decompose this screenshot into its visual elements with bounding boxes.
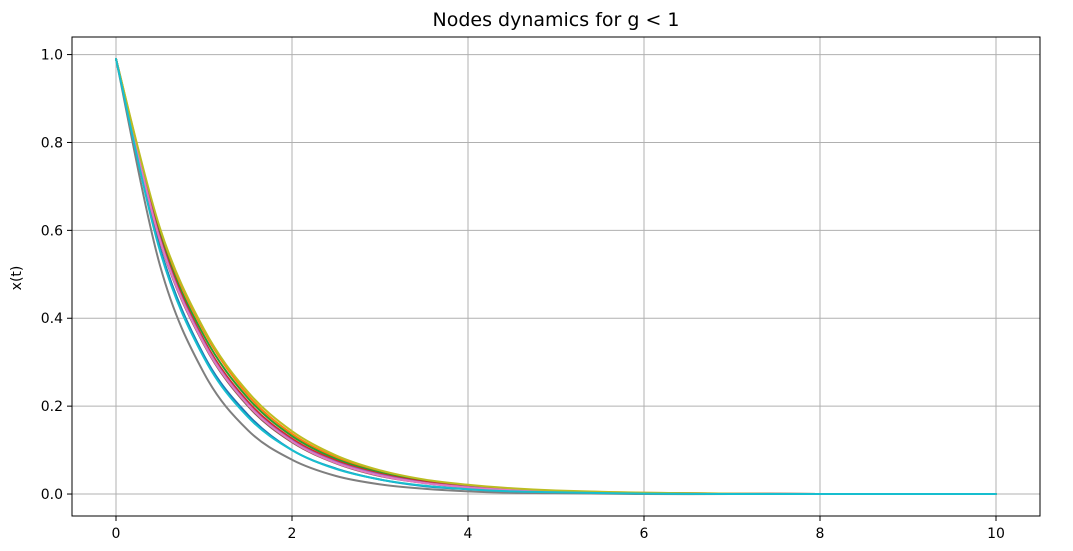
series-group [115,57,997,496]
y-tick-label: 0.8 [41,135,63,151]
y-tick-label: 0.2 [41,399,63,415]
chart-title: Nodes dynamics for g < 1 [433,9,680,31]
series-line-2 [115,57,997,496]
series-line-7 [115,57,997,496]
series-line-5 [115,57,997,496]
series-line-1 [115,57,997,496]
x-tick-label: 4 [464,526,473,542]
y-tick-label: 0.0 [41,487,63,503]
series-line-9 [115,57,997,496]
y-axis-label: x(t) [9,266,25,291]
x-tick-label: 10 [987,526,1005,542]
series-line-6 [115,57,997,496]
axes: 0 2 4 6 8 10 0.0 0.2 0.4 0.6 0.8 1.0 [41,48,1005,542]
x-tick-label: 2 [288,526,297,542]
x-tick-label: 6 [640,526,649,542]
series-line-8 [115,57,997,496]
x-tick-label: 0 [112,526,121,542]
series-line-3 [115,57,997,496]
grid [72,37,1040,516]
plot-frame [71,36,1041,517]
y-tick-label: 0.6 [41,223,63,239]
series-line-4 [115,57,997,496]
y-tick-label: 0.4 [41,311,63,327]
y-tick-label: 1.0 [41,48,63,64]
series-line-10 [115,57,997,496]
x-tick-label: 8 [816,526,825,542]
